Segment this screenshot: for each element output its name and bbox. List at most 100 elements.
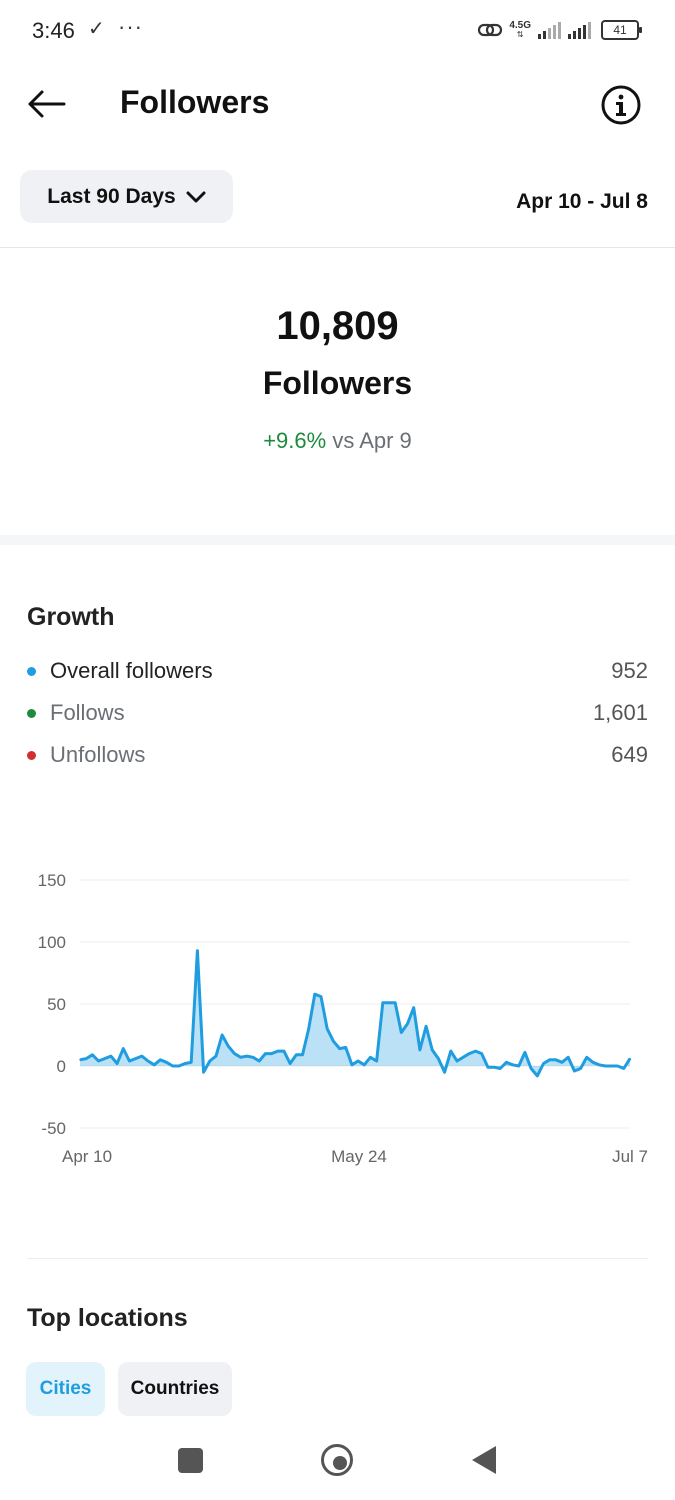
data-point — [623, 1067, 625, 1070]
follower-count-label: Followers — [262, 365, 413, 401]
x-tick-label: Jul 7 — [612, 1147, 648, 1166]
data-point — [116, 1062, 118, 1065]
data-point — [474, 1050, 477, 1052]
triangle-back-icon[interactable] — [472, 1446, 496, 1474]
data-point — [301, 1054, 304, 1056]
legend-row-overall: Overall followers 952 — [27, 656, 648, 686]
data-point — [283, 1050, 285, 1052]
signal-icon — [538, 22, 561, 39]
info-icon — [601, 85, 641, 125]
data-point — [629, 1057, 631, 1060]
more-notifications-icon: ··· — [118, 14, 143, 39]
info-button[interactable] — [600, 84, 642, 126]
delta-percent: +9.6% — [263, 428, 327, 453]
legend-value-overall: 952 — [611, 658, 648, 683]
legend-label-overall: Overall followers — [50, 658, 213, 683]
x-tick-label: Apr 10 — [62, 1147, 112, 1166]
data-point — [388, 1002, 390, 1004]
tab-countries[interactable]: Countries — [118, 1362, 232, 1416]
data-point — [239, 1056, 242, 1059]
series-points — [79, 949, 631, 1077]
data-point — [184, 1062, 186, 1065]
square-icon[interactable] — [178, 1448, 203, 1473]
date-range-text: Apr 10 - Jul 8 — [516, 190, 648, 213]
data-point — [369, 1056, 372, 1059]
data-point — [363, 1064, 366, 1066]
network-label: 4.5G — [509, 20, 531, 31]
top-locations-title: Top locations — [27, 1304, 188, 1332]
data-point — [616, 1065, 619, 1067]
data-point — [511, 1064, 514, 1066]
delta-compare: vs Apr 9 — [332, 428, 412, 453]
data-point — [394, 1002, 397, 1004]
data-point — [443, 1071, 446, 1073]
data-point — [307, 1028, 310, 1030]
data-point — [159, 1059, 162, 1061]
data-point — [524, 1051, 526, 1054]
data-point — [270, 1052, 273, 1055]
carrier-check-icon: ✓ — [88, 18, 105, 40]
arrow-left-icon — [28, 90, 66, 118]
section-separator — [0, 535, 675, 545]
data-point — [103, 1057, 106, 1060]
data-point — [468, 1052, 471, 1055]
data-point — [610, 1065, 613, 1067]
data-point — [141, 1055, 143, 1057]
data-point — [215, 1055, 217, 1057]
data-point — [567, 1056, 569, 1059]
page-title: Followers — [120, 84, 270, 120]
data-point — [165, 1061, 168, 1064]
y-tick-label: 100 — [38, 933, 66, 952]
data-point — [585, 1056, 588, 1059]
data-point — [227, 1045, 230, 1047]
data-point — [258, 1060, 261, 1062]
data-point — [295, 1054, 298, 1056]
circle-home-icon[interactable] — [321, 1444, 353, 1476]
data-point — [555, 1059, 557, 1061]
data-point — [548, 1059, 551, 1061]
data-point — [604, 1065, 607, 1067]
data-point — [289, 1062, 291, 1065]
back-button[interactable] — [24, 82, 68, 126]
data-point — [233, 1052, 236, 1055]
data-point — [579, 1067, 582, 1070]
data-point — [505, 1061, 508, 1064]
link-icon — [478, 23, 503, 37]
data-point — [209, 1060, 211, 1062]
data-point — [375, 1060, 378, 1062]
data-point — [147, 1060, 149, 1062]
data-point — [487, 1066, 489, 1068]
legend-dot-unfollows — [27, 750, 36, 760]
data-point — [97, 1060, 100, 1062]
tab-cities[interactable]: Cities — [26, 1362, 105, 1416]
status-time: 3:46 — [32, 18, 75, 43]
data-point — [357, 1060, 359, 1062]
data-point — [110, 1055, 112, 1057]
data-point — [277, 1050, 279, 1052]
data-point — [493, 1066, 495, 1068]
data-point — [91, 1054, 94, 1056]
growth-chart: 150 100 50 0 -50 Apr 10 May 24 Jul 7 — [38, 871, 648, 1166]
data-point — [85, 1057, 87, 1060]
data-point — [122, 1047, 125, 1050]
legend-dot-follows — [27, 708, 36, 718]
legend-value-follows: 1,601 — [592, 700, 648, 725]
chevron-down-icon — [186, 191, 206, 202]
divider — [0, 247, 675, 248]
data-point — [561, 1061, 563, 1064]
data-point — [419, 1049, 421, 1051]
data-point — [412, 1006, 415, 1009]
data-point — [480, 1052, 483, 1055]
data-point — [221, 1034, 223, 1036]
home-dot — [333, 1456, 347, 1470]
series-area — [80, 950, 630, 1076]
data-point — [320, 995, 322, 998]
data-point — [499, 1067, 502, 1070]
data-point — [128, 1060, 131, 1062]
date-range-dropdown[interactable]: Last 90 Days — [20, 170, 233, 223]
data-point — [518, 1065, 520, 1067]
data-point — [344, 1046, 347, 1049]
chart-grid — [80, 879, 630, 1129]
x-tick-label: May 24 — [331, 1147, 387, 1166]
chart-area-layer — [79, 949, 632, 1078]
